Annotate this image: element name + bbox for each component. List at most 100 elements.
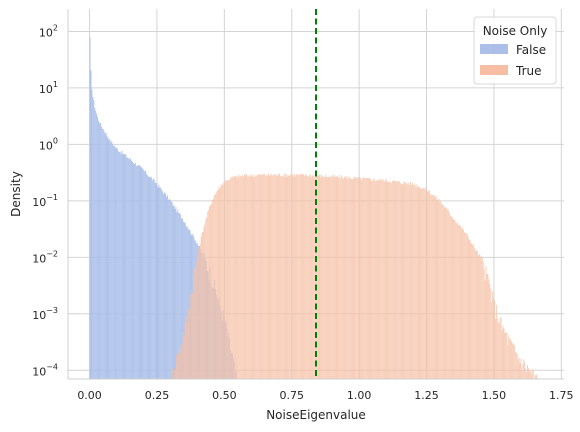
- histogram-bar: [203, 226, 205, 379]
- histogram-bar: [458, 225, 460, 379]
- histogram-bar: [303, 174, 305, 379]
- histogram-bar: [375, 180, 377, 379]
- histogram-bar: [435, 195, 437, 379]
- histogram-bar: [176, 355, 178, 379]
- histogram-bar: [122, 154, 124, 379]
- histogram-bar: [175, 206, 177, 379]
- histogram-bar: [531, 369, 533, 379]
- histogram-bar: [170, 201, 172, 379]
- histogram-bar: [470, 243, 472, 379]
- histogram-bar: [162, 191, 164, 379]
- histogram-bar: [94, 107, 96, 379]
- histogram-bar: [326, 176, 328, 379]
- histogram-bar: [366, 177, 368, 379]
- histogram-bar: [191, 289, 193, 379]
- histogram-bar: [419, 187, 421, 379]
- histogram-bar: [323, 176, 325, 379]
- histogram-bar: [417, 186, 419, 379]
- histogram-bar: [177, 209, 179, 379]
- histogram-bar: [441, 203, 443, 379]
- histogram-bar: [257, 174, 259, 379]
- histogram-bar: [408, 182, 410, 379]
- histogram-bar: [206, 217, 208, 379]
- histogram-bar: [394, 180, 395, 379]
- histogram-bar: [281, 176, 283, 379]
- histogram-bar: [463, 232, 465, 379]
- histogram-bar: [511, 341, 512, 379]
- histogram-bar: [327, 177, 328, 379]
- histogram-bar: [445, 207, 447, 379]
- histogram-bar: [325, 174, 327, 379]
- histogram-bar: [294, 176, 296, 379]
- histogram-bar: [380, 181, 382, 379]
- histogram-bar: [424, 189, 426, 379]
- histogram-bar: [409, 185, 411, 379]
- histogram-bar: [372, 181, 374, 379]
- histogram-bar: [261, 174, 263, 379]
- histogram-bar: [278, 173, 280, 379]
- histogram-bar: [169, 200, 171, 379]
- histogram-bar: [421, 188, 423, 379]
- histogram-bar: [369, 178, 371, 379]
- histogram-bar: [292, 174, 294, 379]
- histogram-bar: [478, 255, 479, 379]
- histogram-bar: [311, 177, 312, 379]
- histogram-bar: [245, 173, 247, 379]
- histogram-bar: [520, 358, 522, 379]
- histogram-bar: [153, 179, 155, 379]
- histogram-bar: [425, 187, 427, 379]
- histogram-bar: [339, 175, 341, 379]
- y-tick-label: 10−4: [32, 362, 58, 378]
- histogram-bar: [498, 323, 500, 379]
- histogram-bar: [183, 335, 185, 379]
- histogram-bar: [260, 173, 262, 379]
- histogram-bar: [239, 177, 241, 379]
- histogram-bar: [446, 209, 448, 379]
- histogram-bar: [525, 368, 527, 379]
- x-tick-label: 0.75: [279, 389, 304, 402]
- histogram-bar: [389, 181, 391, 379]
- histogram-bar: [385, 178, 387, 379]
- histogram-bar: [296, 174, 298, 379]
- histogram-bar: [347, 177, 349, 379]
- histogram-bar: [317, 176, 319, 379]
- histogram-bar: [188, 230, 190, 379]
- histogram-bar: [151, 180, 153, 379]
- histogram-bar: [360, 177, 362, 379]
- histogram-bar: [188, 309, 190, 379]
- histogram-bar: [285, 174, 287, 379]
- x-axis-title: NoiseEigenvalue: [266, 408, 366, 422]
- histogram-bar: [371, 180, 373, 379]
- x-tick-label: 0.25: [145, 389, 170, 402]
- histogram-bar: [447, 209, 449, 379]
- histogram-bar: [275, 174, 277, 379]
- histogram-bar: [399, 182, 401, 379]
- histogram-bar: [210, 205, 212, 379]
- histogram-bar: [101, 128, 103, 379]
- histogram-bar: [474, 248, 476, 379]
- histogram-bar: [449, 214, 451, 379]
- histogram-bar: [400, 183, 402, 379]
- legend-swatch-false: [480, 44, 508, 54]
- histogram-bar: [99, 123, 100, 380]
- histogram-bar: [249, 175, 251, 379]
- histogram-bar: [376, 180, 378, 379]
- histogram-bar: [276, 175, 278, 379]
- histogram-bar: [117, 151, 119, 379]
- histogram-bar: [176, 212, 178, 379]
- histogram-bar: [115, 147, 117, 379]
- histogram-bar: [430, 194, 432, 379]
- histogram-bar: [307, 175, 309, 379]
- histogram-bar: [428, 190, 430, 379]
- x-tick-label: 0.50: [212, 389, 237, 402]
- histogram-bar: [204, 224, 206, 379]
- histogram-bar: [139, 165, 141, 379]
- histogram-bar: [214, 193, 216, 379]
- histogram-bar: [356, 178, 358, 379]
- histogram-bar: [534, 374, 536, 379]
- histogram-bar: [173, 377, 175, 379]
- histogram-bar: [160, 187, 162, 379]
- histogram-bar: [163, 194, 165, 379]
- histogram-bar: [265, 175, 267, 379]
- histogram-bar: [227, 181, 228, 379]
